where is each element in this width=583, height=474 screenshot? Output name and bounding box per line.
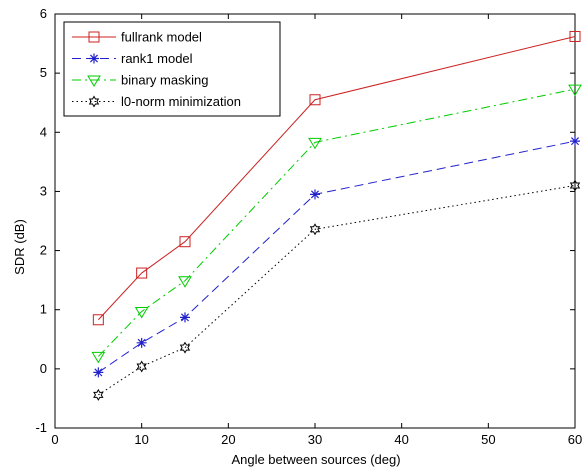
data-point-marker bbox=[179, 341, 191, 354]
legend: fullrank model rank1 model binary masking l… bbox=[63, 21, 281, 117]
data-point-marker bbox=[310, 189, 320, 200]
data-point-marker bbox=[568, 84, 582, 97]
legend-marker bbox=[88, 31, 100, 43]
x-tick-label: 60 bbox=[568, 432, 582, 447]
y-tick-label: 5 bbox=[40, 65, 47, 80]
legend-label: binary masking bbox=[121, 73, 208, 88]
legend-marker bbox=[89, 53, 99, 64]
legend-label: l0-norm minimization bbox=[121, 94, 241, 109]
y-tick-label: 1 bbox=[40, 302, 47, 317]
legend-label: rank1 model bbox=[121, 51, 193, 66]
x-axis-label: Angle between sources (deg) bbox=[231, 452, 400, 467]
legend-label: fullrank model bbox=[121, 30, 202, 45]
data-point-marker bbox=[179, 236, 191, 248]
series-line bbox=[97, 88, 576, 357]
y-tick-label: 3 bbox=[40, 183, 47, 198]
series-line bbox=[98, 185, 576, 396]
y-tick-label: 6 bbox=[40, 6, 47, 21]
legend-box bbox=[63, 21, 281, 117]
y-tick-label: -1 bbox=[35, 420, 47, 435]
y-axis-label: SDR (dB) bbox=[12, 219, 27, 275]
data-point-marker bbox=[309, 94, 321, 106]
series-line bbox=[97, 35, 576, 321]
data-point-marker bbox=[134, 306, 149, 319]
data-point-marker bbox=[136, 360, 147, 373]
data-point-marker bbox=[92, 314, 104, 326]
data-point-marker bbox=[136, 337, 147, 348]
x-tick-label: 20 bbox=[221, 432, 235, 447]
series-group bbox=[92, 30, 581, 326]
y-tick-label: 2 bbox=[40, 243, 47, 258]
series-group bbox=[93, 136, 580, 378]
data-point-marker bbox=[308, 137, 322, 150]
y-tick-label: 4 bbox=[40, 124, 47, 139]
data-point-marker bbox=[136, 267, 148, 279]
series-group bbox=[91, 84, 582, 364]
data-point-marker bbox=[309, 223, 321, 236]
data-point-marker bbox=[180, 312, 190, 323]
data-point-marker bbox=[570, 136, 580, 147]
data-point-marker bbox=[569, 30, 581, 42]
x-tick-label: 40 bbox=[394, 432, 408, 447]
y-tick-label: 0 bbox=[40, 361, 47, 376]
x-tick-label: 50 bbox=[481, 432, 495, 447]
data-point-marker bbox=[93, 367, 104, 378]
data-point-marker bbox=[178, 276, 192, 288]
data-point-marker bbox=[569, 179, 581, 192]
legend-marker bbox=[88, 95, 100, 108]
plot-area: 0 10 20 30 40 50 60 -1 0 1 2 3 4 5 6 fullrank model rank… bbox=[35, 6, 582, 447]
x-tick-label: 30 bbox=[308, 432, 322, 447]
x-tick-label: 0 bbox=[51, 432, 58, 447]
x-tick-label: 10 bbox=[134, 432, 148, 447]
data-point-marker bbox=[93, 388, 104, 401]
data-point-marker bbox=[91, 351, 106, 364]
series-group bbox=[93, 179, 581, 401]
legend-marker bbox=[87, 75, 101, 87]
